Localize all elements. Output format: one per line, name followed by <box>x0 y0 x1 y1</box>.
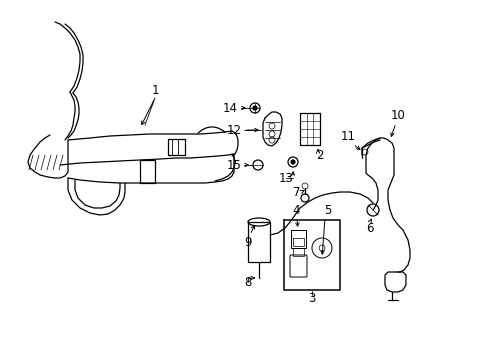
Text: 7: 7 <box>293 185 300 198</box>
Text: 15: 15 <box>226 158 241 171</box>
Text: 6: 6 <box>366 221 373 234</box>
Circle shape <box>290 160 294 164</box>
Text: 5: 5 <box>324 203 331 216</box>
Text: 10: 10 <box>390 108 405 122</box>
Text: 9: 9 <box>244 235 251 248</box>
Text: 13: 13 <box>278 171 293 185</box>
Circle shape <box>252 106 257 110</box>
Text: 1: 1 <box>151 84 159 96</box>
Text: 4: 4 <box>292 203 299 216</box>
Text: 11: 11 <box>340 130 355 143</box>
Text: 14: 14 <box>222 102 237 114</box>
Text: 2: 2 <box>316 149 323 162</box>
Text: 12: 12 <box>226 123 241 136</box>
Text: 3: 3 <box>307 292 315 305</box>
Text: 8: 8 <box>244 275 251 288</box>
